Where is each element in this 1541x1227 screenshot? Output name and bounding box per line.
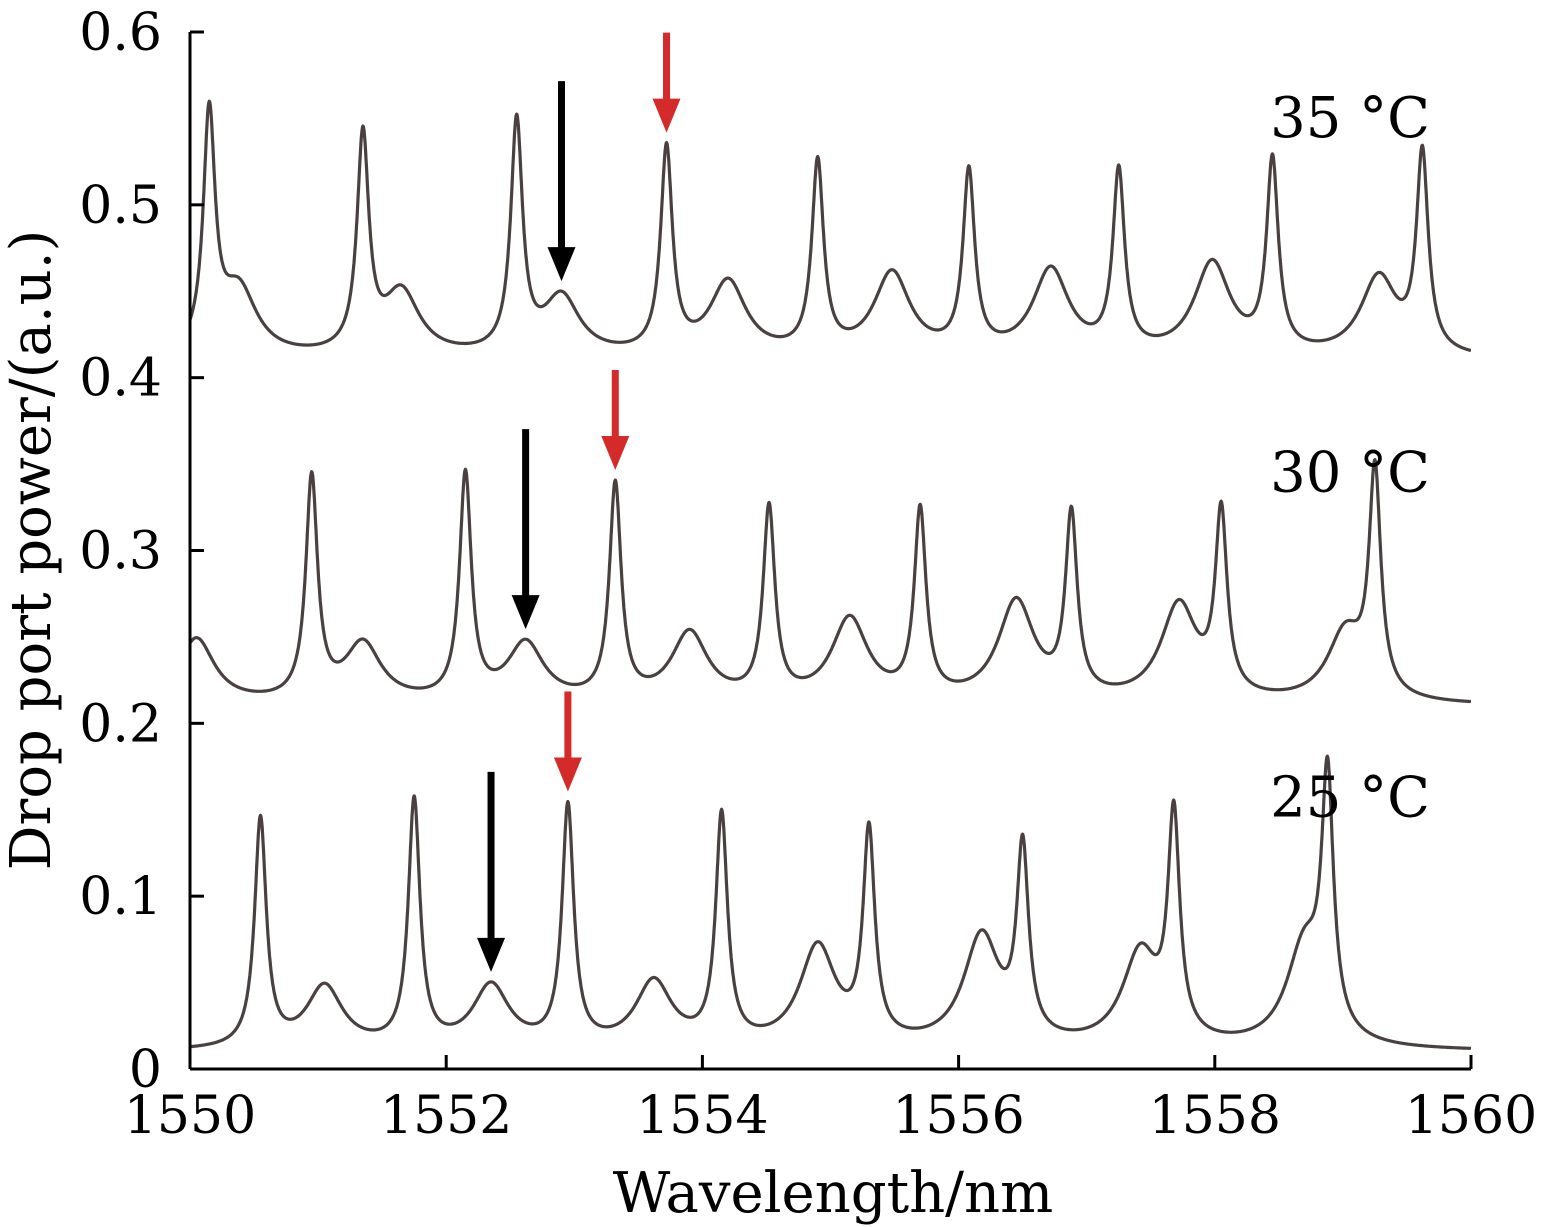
x-tick-label: 1550 bbox=[124, 1086, 256, 1146]
labels: 1550 1552 1554 1556 1558 1560 0 0.1 0.2 0.3 0.4 0.5… bbox=[79, 3, 1537, 1146]
x-tick-label: 1552 bbox=[380, 1086, 512, 1146]
series-label: 25 °C bbox=[1270, 765, 1430, 830]
series-label: 35 °C bbox=[1270, 86, 1430, 151]
red-arrow bbox=[553, 691, 582, 792]
red-arrow bbox=[601, 369, 630, 470]
y-tick-label: 0.6 bbox=[79, 3, 162, 63]
x-axis-label: Wavelength/nm bbox=[613, 1161, 1053, 1226]
black-arrow-head bbox=[511, 595, 540, 630]
black-arrow bbox=[547, 81, 576, 282]
y-tick-label: 0.1 bbox=[79, 867, 162, 927]
arrows bbox=[477, 32, 681, 972]
y-tick-label: 0 bbox=[129, 1040, 162, 1100]
red-arrow-head bbox=[601, 435, 630, 470]
red-arrow-head bbox=[652, 98, 681, 133]
series-line-0 bbox=[190, 754, 1471, 1050]
black-arrow-head bbox=[547, 247, 576, 282]
x-tick-label: 1558 bbox=[1149, 1086, 1281, 1146]
black-arrow bbox=[477, 771, 506, 972]
y-axis-label: Drop port power/(a.u.) bbox=[0, 230, 64, 871]
black-arrow-head bbox=[477, 937, 506, 972]
red-arrow-head bbox=[553, 757, 582, 792]
red-arrow bbox=[652, 32, 681, 133]
x-tick-label: 1560 bbox=[1405, 1086, 1537, 1146]
y-tick-label: 0.3 bbox=[79, 522, 162, 582]
x-tick-label: 1554 bbox=[636, 1086, 768, 1146]
y-tick-label: 0.5 bbox=[79, 176, 162, 236]
y-tick-label: 0.4 bbox=[79, 349, 162, 409]
y-tick-label: 0.2 bbox=[79, 694, 162, 754]
series-line-2 bbox=[190, 99, 1471, 353]
series-label: 30 °C bbox=[1270, 440, 1430, 505]
black-arrow bbox=[511, 429, 540, 630]
axes bbox=[188, 30, 1473, 1071]
series-line-1 bbox=[190, 458, 1471, 704]
traces bbox=[190, 99, 1471, 1050]
x-tick-label: 1556 bbox=[892, 1086, 1024, 1146]
